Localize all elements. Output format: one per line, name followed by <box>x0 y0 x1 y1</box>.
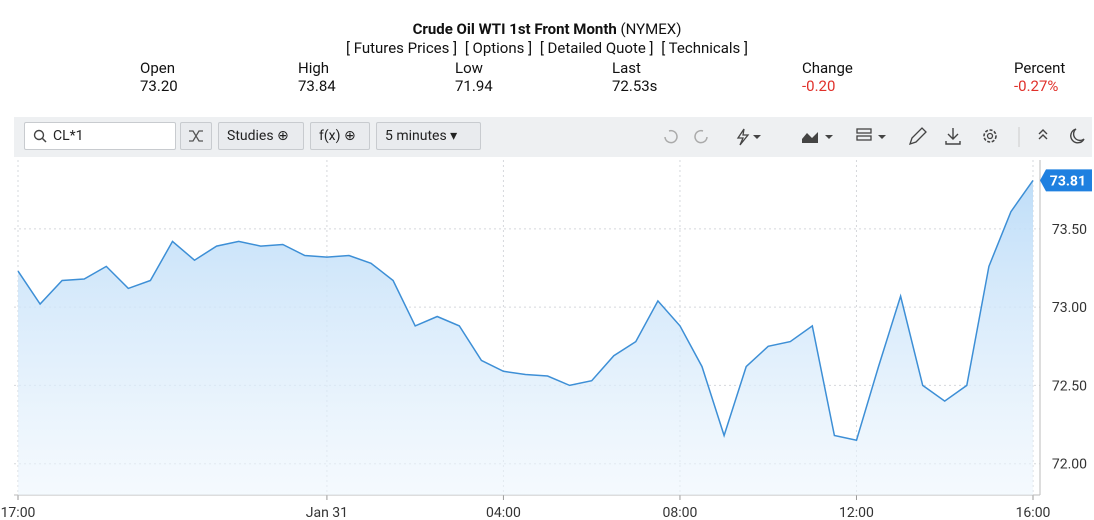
collapse-icon[interactable] <box>1038 129 1048 140</box>
quote-stat: Percent -0.27% <box>1014 59 1065 95</box>
caret <box>753 135 761 139</box>
fx: f(x) <box>319 128 341 144</box>
y-tick-label: 73.00 <box>1052 300 1087 316</box>
x-tick-label: 16:00 <box>1016 505 1051 520</box>
studies-button[interactable]: Studies ⊕ <box>218 122 304 150</box>
stat-value: 73.84 <box>298 77 336 95</box>
interval: 5 minutes <box>385 128 447 144</box>
compare-button[interactable] <box>180 122 212 150</box>
y-tick-label: 72.00 <box>1052 457 1087 473</box>
caret <box>878 135 886 139</box>
link[interactable]: [ Technicals ] <box>661 39 748 57</box>
quote-stat: Low 71.94 <box>455 59 493 95</box>
y-tick-label: 72.50 <box>1052 378 1087 394</box>
link[interactable]: [ Options ] <box>464 39 533 57</box>
studies: Studies <box>227 128 274 144</box>
stat-value: -0.27% <box>1014 77 1059 95</box>
stat-label: Open <box>140 59 175 77</box>
price-badge-label: 73.81 <box>1050 173 1086 189</box>
quote-stat: Last 72.53s <box>612 59 657 95</box>
caret <box>825 135 833 139</box>
stat-label: Last <box>612 59 641 77</box>
toolbar: CL*1 Studies ⊕ f(x) ⊕ 5 minutes ▾ <box>14 117 1092 157</box>
settings-icon[interactable] <box>983 129 997 143</box>
x-tick-label: Jan 31 <box>306 505 348 520</box>
area-fill <box>18 180 1033 495</box>
draw-icon[interactable] <box>908 127 927 146</box>
flash-icon[interactable] <box>736 128 750 146</box>
quote-title: Crude Oil WTI 1st Front Month (NYMEX) <box>0 20 1094 38</box>
x-tick-label: 17:00 <box>1 505 36 520</box>
stat-value: 71.94 <box>455 77 493 95</box>
layout-icon[interactable] <box>856 128 872 134</box>
layout-icon <box>856 135 872 141</box>
fx-button[interactable]: f(x) ⊕ <box>310 122 370 150</box>
chart: 72.00 72.50 73.00 73.50 17:00 Jan 31 04:00 08:0… <box>1 160 1092 520</box>
download-icon[interactable] <box>945 128 961 145</box>
undo-icon[interactable] <box>664 129 678 144</box>
exchange: (NYMEX) <box>620 20 682 38</box>
x-tick-label: 04:00 <box>486 505 521 520</box>
theme-icon[interactable] <box>1070 128 1085 144</box>
quote-stat: Open 73.20 <box>140 59 178 95</box>
link[interactable]: [ Futures Prices ] <box>346 39 458 57</box>
stat-label: Low <box>455 59 483 77</box>
y-tick-label: 73.50 <box>1052 222 1087 238</box>
stat-label: High <box>298 59 330 77</box>
chart-type-icon[interactable] <box>802 132 818 143</box>
x-tick-label: 08:00 <box>663 505 698 520</box>
links: [ Futures Prices ] [ Options ] [ Detaile… <box>0 39 1094 57</box>
price-badge <box>1040 169 1092 192</box>
link[interactable]: [ Detailed Quote ] <box>539 39 654 57</box>
symbol: CL*1 <box>53 128 84 144</box>
stat-value: -0.20 <box>802 77 836 95</box>
redo-icon[interactable] <box>694 129 708 144</box>
price-line <box>17 179 1034 442</box>
stat-label: Change <box>802 59 853 77</box>
stat-label: Percent <box>1014 59 1066 77</box>
toolbar-icons <box>664 127 1085 147</box>
stat-value: 72.53s <box>612 77 658 95</box>
title: Crude Oil WTI 1st Front Month <box>412 20 617 38</box>
interval-button[interactable]: 5 minutes ▾ <box>376 122 481 150</box>
quote-stat: High 73.84 <box>298 59 336 95</box>
settings-icon-core <box>986 132 994 140</box>
symbol-search[interactable]: CL*1 <box>24 122 176 150</box>
shuffle-icon <box>189 130 203 142</box>
x-tick-label: 12:00 <box>839 505 874 520</box>
search-icon <box>33 129 47 143</box>
quote-stat: Change -0.20 <box>802 59 853 95</box>
stat-value: 73.20 <box>140 77 178 95</box>
